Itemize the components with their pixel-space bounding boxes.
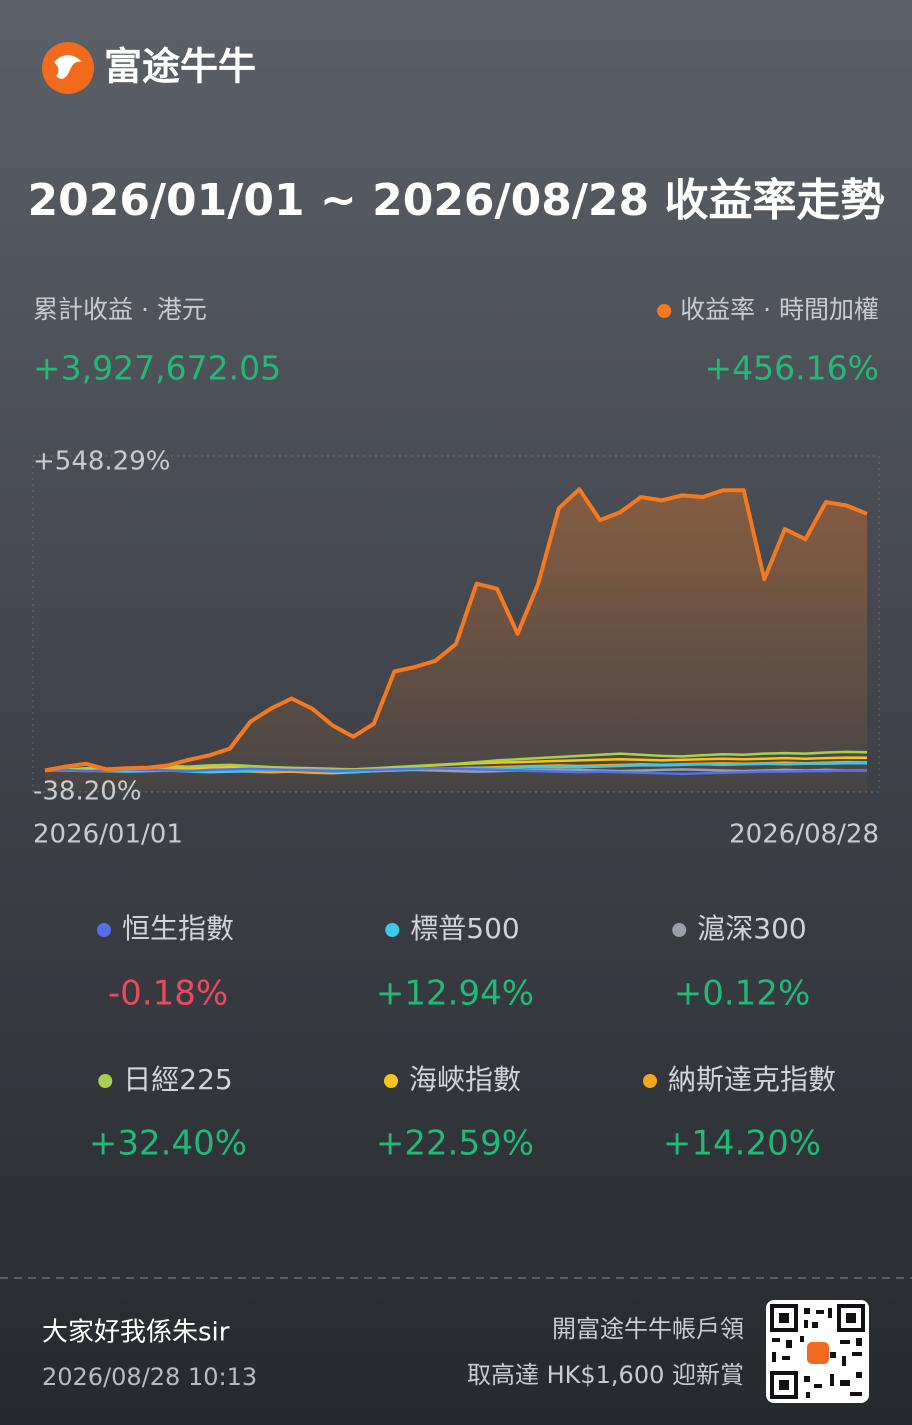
logo: 富途牛牛 <box>42 42 256 94</box>
profit-label: 累計收益 · 港元 <box>33 295 207 324</box>
legend-value: +32.40% <box>89 1124 247 1164</box>
benchmark-line <box>44 750 868 772</box>
user-name: 大家好我係朱sir <box>42 1318 230 1348</box>
qr-finder <box>846 1313 856 1323</box>
return-line <box>44 487 868 773</box>
legend-name: 滬深300 <box>697 912 806 945</box>
legend-dot <box>383 1074 398 1088</box>
legend-dot <box>642 1074 657 1088</box>
return-area <box>45 489 867 792</box>
legend-name: 納斯達克指數 <box>668 1063 836 1096</box>
x-tick-label: 2026/01/01 <box>33 820 183 850</box>
legend-dot <box>96 923 111 937</box>
qr-finder <box>770 1371 798 1399</box>
legend-value: +12.94% <box>376 974 534 1014</box>
legend-value: +14.20% <box>663 1124 821 1164</box>
qr-modules <box>772 1308 862 1398</box>
profit-value: +3,927,672.05 <box>33 349 281 388</box>
y-tick-label: -38.20% <box>33 777 142 807</box>
promo-line: 取高達 HK$1,600 迎新賞 <box>467 1361 744 1389</box>
benchmark-line <box>44 767 868 776</box>
legend-dot <box>98 1074 113 1088</box>
qr-finder <box>779 1313 789 1323</box>
brand: 富途牛牛 <box>104 45 256 89</box>
page-title: 2026/01/01 ~ 2026/08/28 收益率走勢 <box>28 175 885 226</box>
y-tick-label: +548.29% <box>33 447 170 477</box>
plot <box>44 487 868 792</box>
legend-value: +22.59% <box>376 1124 534 1164</box>
promo-line: 開富途牛牛帳戶領 <box>552 1315 744 1343</box>
qr-logo <box>807 1342 829 1364</box>
legend-name: 海峽指數 <box>409 1063 521 1096</box>
legend-name: 恒生指數 <box>122 912 234 945</box>
qr-finder <box>779 1380 789 1390</box>
qr-code <box>766 1300 869 1403</box>
legend-value: +0.12% <box>674 974 811 1014</box>
legend-dot <box>385 923 400 937</box>
return-label: 收益率 · 時間加權 <box>680 295 879 324</box>
timestamp: 2026/08/28 10:13 <box>42 1363 257 1391</box>
legend-value: -0.18% <box>108 974 228 1014</box>
chart-frame <box>32 455 880 793</box>
qr-finder <box>770 1304 798 1332</box>
x-tick-label: 2026/08/28 <box>729 820 879 850</box>
qr-finder <box>837 1304 865 1332</box>
return-value: +456.16% <box>705 349 879 388</box>
legend-name: 標普500 <box>410 912 519 945</box>
legend-dot <box>672 923 687 937</box>
legend-dot <box>657 304 672 318</box>
logo-mark <box>54 55 82 79</box>
legend-name: 日經225 <box>123 1063 232 1096</box>
